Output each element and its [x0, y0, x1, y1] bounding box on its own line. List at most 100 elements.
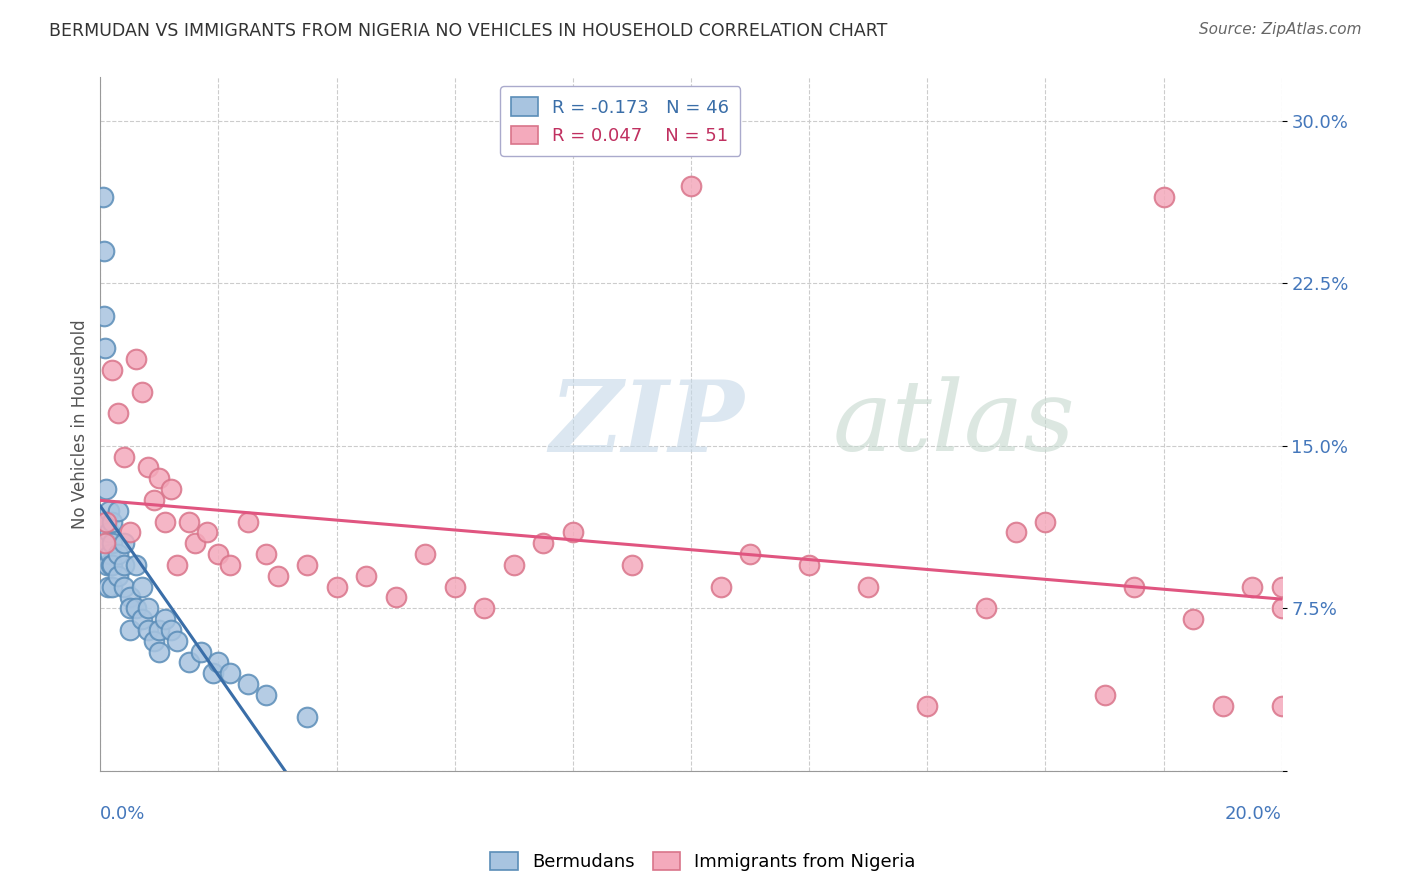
- Point: [858, 580, 880, 594]
- Point: [219, 666, 242, 681]
- Point: [190, 644, 212, 658]
- Point: [472, 601, 495, 615]
- Text: ZIP: ZIP: [550, 376, 744, 473]
- Point: [502, 558, 524, 572]
- Point: [98, 504, 121, 518]
- Point: [177, 515, 200, 529]
- Point: [118, 623, 141, 637]
- Point: [384, 591, 406, 605]
- Point: [101, 558, 124, 572]
- Point: [91, 189, 114, 203]
- Point: [443, 580, 465, 594]
- Point: [195, 525, 218, 540]
- Point: [184, 536, 207, 550]
- Point: [207, 547, 229, 561]
- Point: [136, 623, 159, 637]
- Point: [97, 580, 120, 594]
- Point: [131, 612, 153, 626]
- Point: [201, 666, 224, 681]
- Point: [295, 709, 318, 723]
- Point: [148, 644, 170, 658]
- Point: [142, 633, 165, 648]
- Point: [155, 515, 177, 529]
- Y-axis label: No Vehicles in Household: No Vehicles in Household: [72, 319, 89, 529]
- Point: [254, 688, 277, 702]
- Point: [96, 536, 118, 550]
- Point: [100, 558, 122, 572]
- Point: [976, 601, 998, 615]
- Point: [620, 558, 643, 572]
- Point: [266, 568, 288, 582]
- Point: [136, 460, 159, 475]
- Point: [148, 623, 170, 637]
- Point: [1094, 688, 1116, 702]
- Point: [118, 601, 141, 615]
- Point: [413, 547, 436, 561]
- Point: [112, 558, 135, 572]
- Point: [93, 244, 115, 258]
- Point: [125, 352, 148, 367]
- Text: atlas: atlas: [832, 376, 1076, 472]
- Point: [219, 558, 242, 572]
- Text: 0.0%: 0.0%: [100, 805, 146, 823]
- Point: [94, 341, 117, 355]
- Point: [96, 515, 118, 529]
- Legend: Bermudans, Immigrants from Nigeria: Bermudans, Immigrants from Nigeria: [484, 845, 922, 879]
- Point: [236, 677, 259, 691]
- Point: [1182, 612, 1205, 626]
- Point: [160, 623, 183, 637]
- Point: [709, 580, 731, 594]
- Point: [1271, 698, 1294, 713]
- Point: [1271, 601, 1294, 615]
- Point: [125, 558, 148, 572]
- Point: [166, 633, 188, 648]
- Text: Source: ZipAtlas.com: Source: ZipAtlas.com: [1198, 22, 1361, 37]
- Point: [118, 525, 141, 540]
- Point: [93, 309, 115, 323]
- Point: [1153, 189, 1175, 203]
- Point: [101, 536, 124, 550]
- Point: [98, 525, 121, 540]
- Point: [107, 568, 129, 582]
- Point: [125, 601, 148, 615]
- Point: [101, 515, 124, 529]
- Text: BERMUDAN VS IMMIGRANTS FROM NIGERIA NO VEHICLES IN HOUSEHOLD CORRELATION CHART: BERMUDAN VS IMMIGRANTS FROM NIGERIA NO V…: [49, 22, 887, 40]
- Point: [112, 536, 135, 550]
- Point: [112, 580, 135, 594]
- Point: [107, 504, 129, 518]
- Point: [166, 558, 188, 572]
- Point: [112, 450, 135, 464]
- Point: [160, 482, 183, 496]
- Point: [1271, 580, 1294, 594]
- Point: [96, 558, 118, 572]
- Point: [131, 384, 153, 399]
- Point: [679, 178, 702, 193]
- Point: [740, 547, 762, 561]
- Point: [1123, 580, 1146, 594]
- Point: [118, 591, 141, 605]
- Point: [107, 547, 129, 561]
- Point: [136, 601, 159, 615]
- Point: [1035, 515, 1057, 529]
- Point: [799, 558, 821, 572]
- Point: [177, 656, 200, 670]
- Point: [107, 406, 129, 420]
- Point: [254, 547, 277, 561]
- Point: [325, 580, 347, 594]
- Point: [1005, 525, 1028, 540]
- Point: [1241, 580, 1264, 594]
- Point: [295, 558, 318, 572]
- Point: [142, 492, 165, 507]
- Point: [96, 515, 118, 529]
- Text: 20.0%: 20.0%: [1225, 805, 1282, 823]
- Point: [236, 515, 259, 529]
- Point: [101, 363, 124, 377]
- Legend: R = -0.173   N = 46, R = 0.047    N = 51: R = -0.173 N = 46, R = 0.047 N = 51: [501, 87, 740, 156]
- Point: [101, 580, 124, 594]
- Point: [354, 568, 377, 582]
- Point: [1212, 698, 1234, 713]
- Point: [917, 698, 939, 713]
- Point: [148, 471, 170, 485]
- Point: [131, 580, 153, 594]
- Point: [561, 525, 583, 540]
